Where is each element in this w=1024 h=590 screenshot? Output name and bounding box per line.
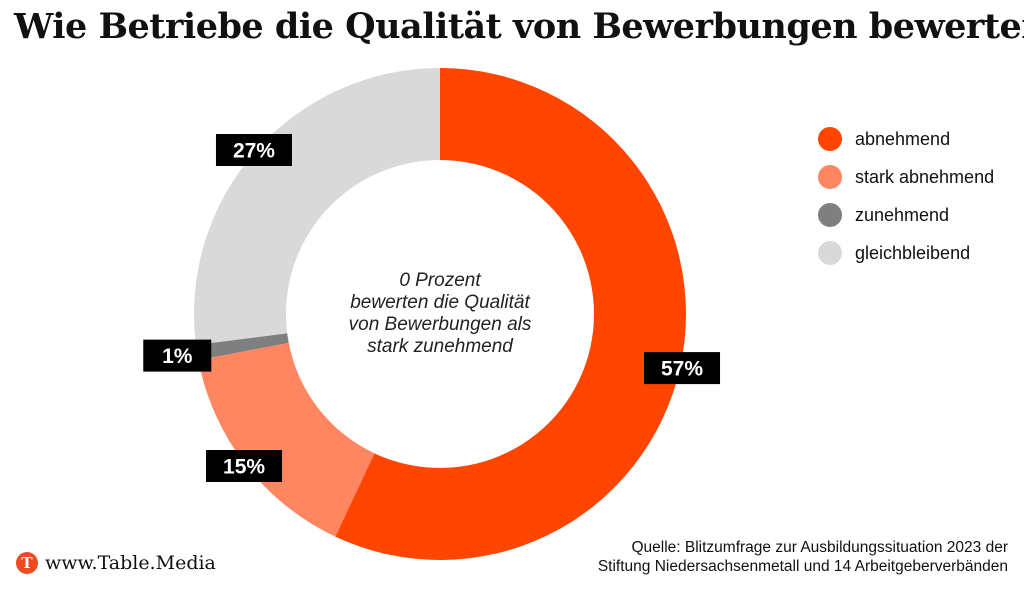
- legend-swatch: [818, 203, 842, 227]
- legend-swatch: [818, 127, 842, 151]
- data-label-box: [206, 450, 283, 483]
- legend-item-abnehmend: abnehmend: [818, 126, 994, 152]
- brand-logo[interactable]: T www.Table.Media: [16, 552, 216, 574]
- center-annotation-line: stark zunehmend: [367, 336, 513, 357]
- legend-item-gleichbleibend: gleichbleibend: [818, 240, 994, 266]
- donut-slice-gleichbleibend: [194, 68, 440, 345]
- brand-link[interactable]: www.Table.Media: [45, 552, 216, 574]
- data-label: 1%: [143, 339, 212, 372]
- legend-item-zunehmend: zunehmend: [818, 202, 994, 228]
- table-media-logo-icon: T: [16, 552, 38, 574]
- data-label-box: [215, 133, 292, 166]
- data-label: 15%: [206, 450, 283, 483]
- data-label-text: 27%: [233, 139, 275, 162]
- donut-slice-zunehmend: [195, 333, 289, 361]
- data-label: 57%: [644, 352, 721, 385]
- data-label-text: 1%: [162, 345, 193, 368]
- data-label-text: 15%: [223, 456, 265, 479]
- legend-swatch: [818, 241, 842, 265]
- legend-label: abnehmend: [855, 128, 951, 149]
- center-annotation: 0 Prozent bewerten die Qualität von Bewe…: [305, 270, 575, 358]
- legend: abnehmend stark abnehmend zunehmend glei…: [818, 126, 994, 278]
- center-annotation-line: von Bewerbungen als: [348, 314, 532, 335]
- source-line: Quelle: Blitzumfrage zur Ausbildungssitu…: [631, 539, 1008, 556]
- data-label: 27%: [215, 133, 292, 166]
- donut-slice-abnehmend: [335, 68, 686, 560]
- center-annotation-line: 0 Prozent: [399, 270, 481, 291]
- source-line: Stiftung Niedersachsenmetall und 14 Arbe…: [597, 558, 1008, 575]
- data-label-box: [143, 339, 212, 372]
- legend-label: gleichbleibend: [855, 242, 971, 263]
- donut-slice-stark-abnehmend: [198, 342, 375, 537]
- data-label-text: 57%: [661, 358, 703, 381]
- data-label-box: [644, 352, 721, 385]
- chart-title: Wie Betriebe die Qualität von Bewerbunge…: [14, 6, 1024, 47]
- legend-swatch: [818, 165, 842, 189]
- legend-item-stark-abnehmend: stark abnehmend: [818, 164, 994, 190]
- legend-label: stark abnehmend: [855, 166, 995, 187]
- source-note: Quelle: Blitzumfrage zur Ausbildungssitu…: [598, 538, 1008, 576]
- legend-label: zunehmend: [855, 204, 950, 225]
- center-annotation-line: bewerten die Qualität: [350, 292, 530, 313]
